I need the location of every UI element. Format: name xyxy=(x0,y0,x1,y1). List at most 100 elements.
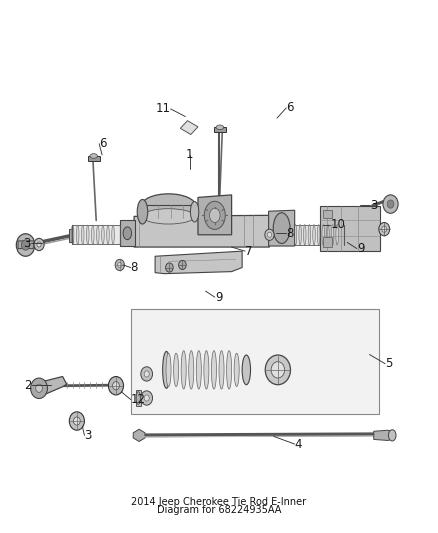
Text: 8: 8 xyxy=(286,227,293,240)
Circle shape xyxy=(179,260,186,270)
Text: 6: 6 xyxy=(99,137,107,150)
Polygon shape xyxy=(268,210,295,246)
Circle shape xyxy=(21,240,30,250)
Polygon shape xyxy=(134,215,269,247)
Polygon shape xyxy=(37,376,67,395)
Ellipse shape xyxy=(90,154,98,158)
Circle shape xyxy=(35,384,42,392)
Bar xyxy=(214,127,226,132)
Ellipse shape xyxy=(209,208,220,222)
Text: 3: 3 xyxy=(371,199,378,212)
Circle shape xyxy=(115,260,124,271)
Ellipse shape xyxy=(294,224,297,245)
Text: Diagram for 68224935AA: Diagram for 68224935AA xyxy=(157,505,281,514)
Ellipse shape xyxy=(336,224,339,245)
Circle shape xyxy=(383,195,398,213)
Ellipse shape xyxy=(107,225,109,245)
Circle shape xyxy=(379,222,390,236)
Ellipse shape xyxy=(389,430,396,441)
Polygon shape xyxy=(374,430,392,440)
Ellipse shape xyxy=(204,351,209,389)
Polygon shape xyxy=(180,120,198,134)
Bar xyxy=(69,229,73,242)
Circle shape xyxy=(118,262,122,268)
Ellipse shape xyxy=(189,351,194,389)
Circle shape xyxy=(31,378,47,399)
Ellipse shape xyxy=(173,353,179,386)
Polygon shape xyxy=(198,195,232,235)
Circle shape xyxy=(141,391,152,405)
Polygon shape xyxy=(133,429,145,441)
Bar xyxy=(72,225,120,245)
Ellipse shape xyxy=(97,225,99,245)
Ellipse shape xyxy=(304,224,306,245)
Text: 12: 12 xyxy=(131,393,146,406)
Ellipse shape xyxy=(299,224,301,245)
Circle shape xyxy=(141,367,152,381)
Ellipse shape xyxy=(137,199,148,224)
Ellipse shape xyxy=(313,224,315,245)
Circle shape xyxy=(166,263,173,272)
Circle shape xyxy=(387,200,394,208)
Polygon shape xyxy=(142,205,194,218)
Ellipse shape xyxy=(273,213,290,244)
Ellipse shape xyxy=(204,201,225,229)
Text: 1: 1 xyxy=(186,149,193,161)
Ellipse shape xyxy=(318,224,320,245)
Text: 9: 9 xyxy=(215,290,223,304)
Ellipse shape xyxy=(265,355,290,385)
Bar xyxy=(131,309,379,414)
Ellipse shape xyxy=(191,201,199,222)
Ellipse shape xyxy=(142,209,195,224)
Text: 2014 Jeep Cherokee Tie Rod E-Inner: 2014 Jeep Cherokee Tie Rod E-Inner xyxy=(131,497,307,507)
Bar xyxy=(323,210,332,218)
Text: 2: 2 xyxy=(25,379,32,392)
Polygon shape xyxy=(320,206,380,251)
Circle shape xyxy=(74,417,80,425)
Circle shape xyxy=(37,242,41,247)
Polygon shape xyxy=(155,251,242,273)
Circle shape xyxy=(267,232,272,237)
Circle shape xyxy=(69,412,85,430)
Circle shape xyxy=(144,395,149,401)
Circle shape xyxy=(113,382,119,390)
Ellipse shape xyxy=(123,227,131,240)
Text: 6: 6 xyxy=(286,101,294,115)
Ellipse shape xyxy=(181,351,186,389)
Text: 4: 4 xyxy=(295,438,302,450)
Circle shape xyxy=(16,234,35,256)
Text: 10: 10 xyxy=(330,218,345,231)
Text: 3: 3 xyxy=(85,429,92,442)
Polygon shape xyxy=(18,241,34,248)
Ellipse shape xyxy=(322,224,325,245)
Bar xyxy=(88,156,99,161)
Ellipse shape xyxy=(141,194,196,219)
Ellipse shape xyxy=(87,225,89,245)
Circle shape xyxy=(382,226,387,232)
Circle shape xyxy=(144,371,149,377)
Ellipse shape xyxy=(234,353,239,386)
Polygon shape xyxy=(136,390,141,406)
Ellipse shape xyxy=(102,225,104,245)
Circle shape xyxy=(265,229,274,240)
Ellipse shape xyxy=(162,351,170,388)
Ellipse shape xyxy=(71,225,74,245)
Text: 7: 7 xyxy=(245,245,253,257)
Ellipse shape xyxy=(219,351,224,389)
Ellipse shape xyxy=(81,225,84,245)
Text: 5: 5 xyxy=(385,357,392,370)
Ellipse shape xyxy=(271,362,285,378)
Circle shape xyxy=(109,376,124,395)
Ellipse shape xyxy=(212,351,216,389)
Text: 9: 9 xyxy=(357,242,364,255)
Polygon shape xyxy=(120,221,135,246)
Circle shape xyxy=(34,238,44,251)
Ellipse shape xyxy=(216,125,224,130)
Text: 8: 8 xyxy=(131,261,138,274)
Ellipse shape xyxy=(308,224,311,245)
Ellipse shape xyxy=(92,225,94,245)
Ellipse shape xyxy=(77,225,79,245)
Text: 11: 11 xyxy=(155,102,171,116)
Ellipse shape xyxy=(136,392,140,405)
Ellipse shape xyxy=(331,224,334,245)
